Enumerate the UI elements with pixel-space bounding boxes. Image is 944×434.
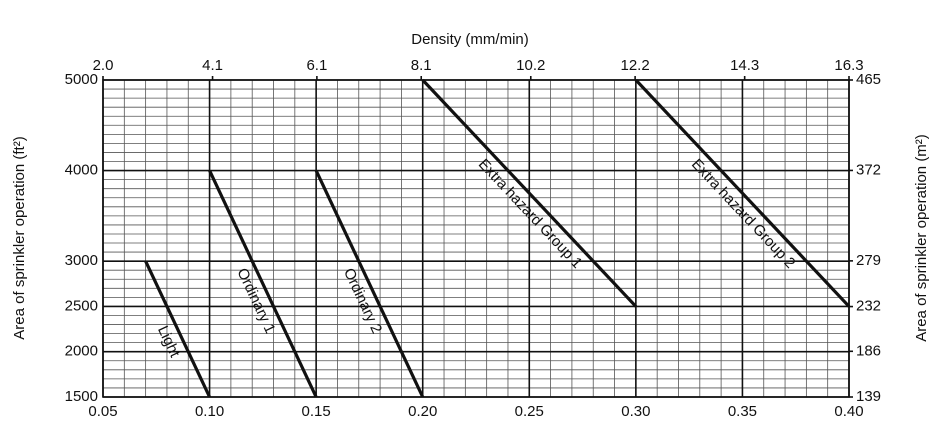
y-tick-label: 5000 — [65, 71, 98, 88]
x-tick-label: 0.25 — [515, 403, 544, 420]
x-tick-label: 0.30 — [621, 403, 650, 420]
x-tick-label: 0.40 — [834, 403, 863, 420]
x2-tick-label: 8.1 — [411, 57, 432, 74]
x-tick-label: 0.10 — [195, 403, 224, 420]
y2-tick-label: 372 — [856, 161, 881, 178]
x-tick-label: 0.35 — [728, 403, 757, 420]
x-tick-label: 0.15 — [302, 403, 331, 420]
x2-tick-label: 16.3 — [834, 57, 863, 74]
x2-tick-label: 10.2 — [516, 57, 545, 74]
y-tick-label: 1500 — [65, 388, 98, 405]
y2-tick-label: 186 — [856, 342, 881, 359]
right-axis-title: Area of sprinkler operation (m²) — [913, 134, 930, 342]
series-line — [208, 169, 318, 398]
top-axis-title: Density (mm/min) — [411, 31, 529, 48]
y-tick-label: 3000 — [65, 252, 98, 269]
x2-tick-label: 14.3 — [730, 57, 759, 74]
y2-tick-label: 139 — [856, 388, 881, 405]
y-tick-label: 2000 — [65, 343, 98, 360]
y2-tick-label: 465 — [856, 71, 881, 88]
plot-frame — [102, 79, 850, 398]
series-line — [421, 78, 638, 308]
x2-tick-label: 2.0 — [93, 57, 114, 74]
x-tick-label: 0.05 — [88, 403, 117, 420]
x2-tick-label: 12.2 — [621, 57, 650, 74]
y2-tick-label: 279 — [856, 252, 881, 269]
left-axis-title: Area of sprinkler operation (ft²) — [11, 136, 28, 339]
y-tick-label: 2500 — [65, 297, 98, 314]
y2-tick-label: 232 — [856, 298, 881, 315]
x2-tick-label: 4.1 — [202, 57, 223, 74]
series-line — [144, 260, 212, 398]
x2-tick-label: 6.1 — [306, 57, 327, 74]
x-tick-label: 0.20 — [408, 403, 437, 420]
series-label: Extra hazard Group 2 — [688, 156, 799, 272]
series-label: Extra hazard Group 1 — [475, 156, 586, 272]
series-line — [314, 169, 425, 398]
y-tick-label: 4000 — [65, 162, 98, 179]
series-line — [634, 78, 851, 308]
